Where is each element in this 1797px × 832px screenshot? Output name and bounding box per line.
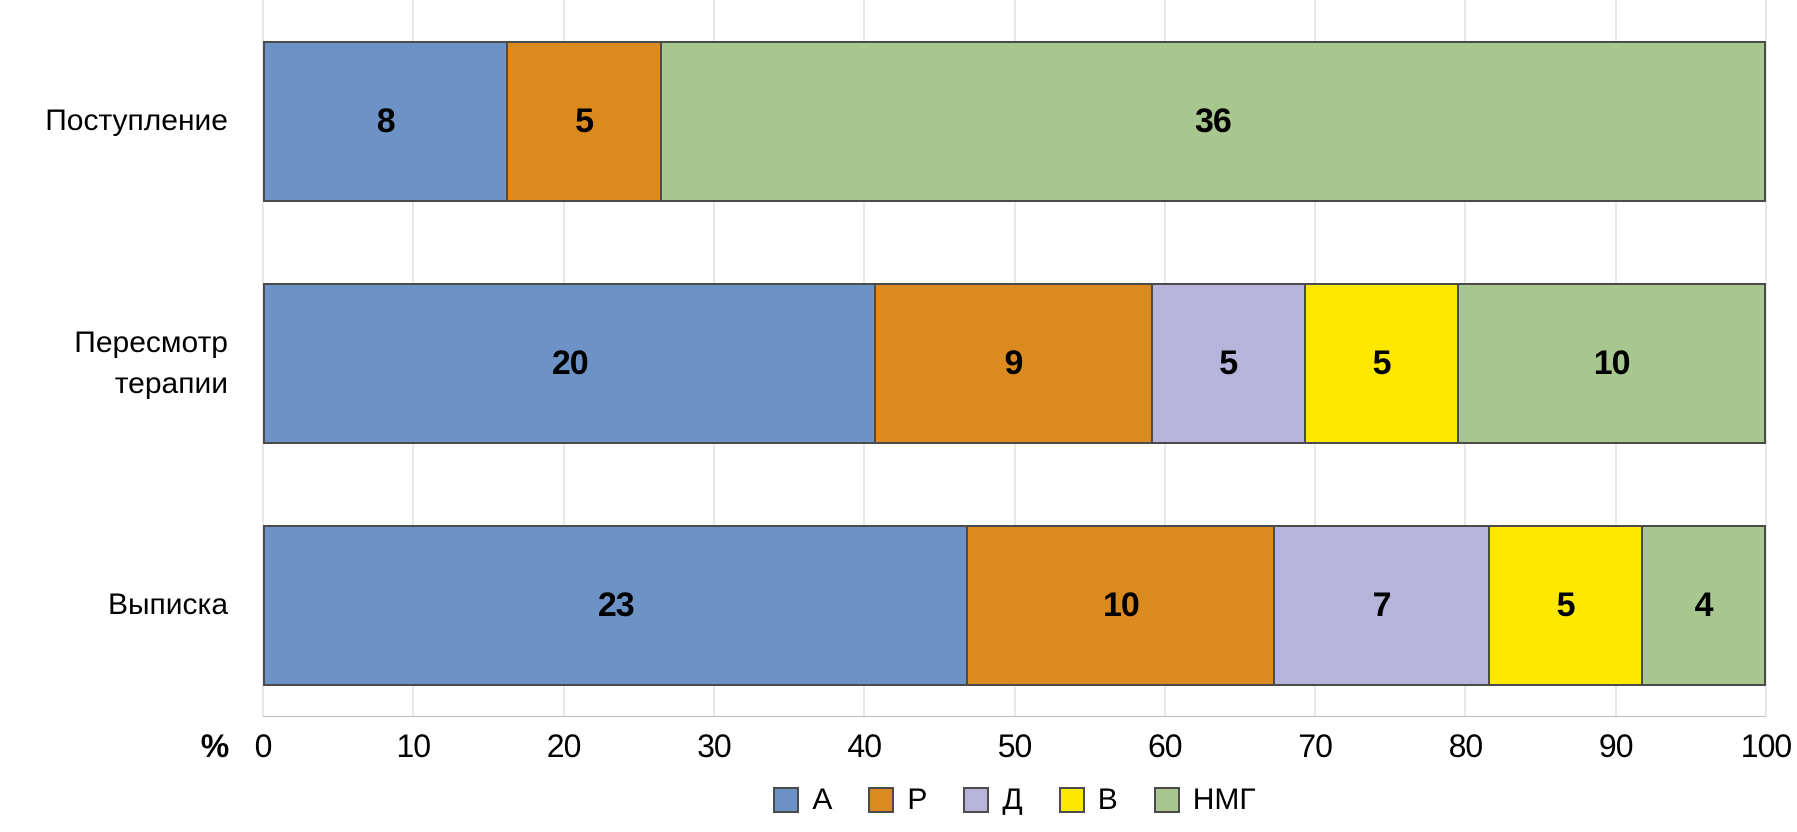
bar-value-label: 36 <box>1194 102 1232 140</box>
bar-segment-Р: 10 <box>968 525 1276 686</box>
bar-value-label: 5 <box>1556 586 1576 624</box>
bar-value-label: 20 <box>551 344 589 382</box>
bar-row-1: 20 9 5 5 10 <box>263 283 1766 444</box>
x-axis-tick-label: 50 <box>997 728 1033 764</box>
x-axis-tick-label: 60 <box>1148 728 1183 764</box>
bar-segment-НМГ: 10 <box>1459 283 1766 444</box>
bar-row-0: 8 5 36 <box>263 41 1766 202</box>
bar-value-label: 8 <box>376 102 396 140</box>
x-axis-tick-label: 90 <box>1598 728 1634 764</box>
bar-value-label: 9 <box>1004 344 1024 382</box>
legend-swatch-icon <box>773 787 800 813</box>
legend-item-В: В <box>1058 783 1118 817</box>
bar-segment-Р: 9 <box>876 283 1153 444</box>
x-axis-tick-label: 100 <box>1740 728 1792 764</box>
bar-value-label: 7 <box>1372 586 1392 624</box>
bar-row-2: 23 10 7 5 4 <box>263 525 1766 686</box>
bar-value-label: 5 <box>1372 344 1392 382</box>
bar-segment-НМГ: 4 <box>1643 525 1766 686</box>
x-axis-tick-label: 10 <box>396 728 432 764</box>
x-axis-tick-label: 40 <box>847 728 882 764</box>
bar-segment-Д: 7 <box>1275 525 1490 686</box>
bar-value-label: 10 <box>1102 586 1140 624</box>
plot-area: 8 5 36 20 9 5 5 10 23 10 7 5 4 <box>262 0 1767 717</box>
bar-value-label: 23 <box>597 586 635 624</box>
bar-value-label: 4 <box>1694 586 1714 624</box>
legend-label: НМГ <box>1192 783 1256 816</box>
legend-swatch-icon <box>963 787 990 813</box>
gridline <box>1765 0 1767 716</box>
x-axis-tick-label: 0 <box>254 728 273 764</box>
bar-value-label: 10 <box>1593 344 1631 382</box>
bar-segment-В: 5 <box>1305 283 1460 444</box>
legend-label: А <box>812 783 833 816</box>
category-label: Пересмотр терапии <box>74 326 228 400</box>
legend-swatch-icon <box>868 787 895 813</box>
legend-label: Д <box>1002 783 1023 816</box>
bar-value-label: 5 <box>1219 344 1238 382</box>
legend-label: Р <box>907 783 928 816</box>
bar-segment-Д: 5 <box>1152 283 1306 444</box>
legend-swatch-icon <box>1153 787 1180 813</box>
bar-value-label: 5 <box>575 102 594 140</box>
bar-segment-А: 23 <box>263 525 969 686</box>
x-axis-tick-label: 80 <box>1448 728 1484 764</box>
legend-swatch-icon <box>1058 787 1085 813</box>
legend-item-А: А <box>773 783 832 817</box>
legend-item-Д: Д <box>963 783 1023 817</box>
x-axis-tick-label: 70 <box>1298 728 1333 764</box>
bar-segment-А: 20 <box>263 283 877 444</box>
legend-item-НМГ: НМГ <box>1153 783 1256 817</box>
x-axis-tick-label: 30 <box>697 728 732 764</box>
bar-segment-НМГ: 36 <box>661 41 1766 202</box>
legend-item-Р: Р <box>868 783 927 817</box>
x-axis-tick-label: 20 <box>546 728 582 764</box>
legend: А Р Д В НМГ <box>263 783 1766 817</box>
bar-segment-Р: 5 <box>508 41 662 202</box>
bar-segment-В: 5 <box>1489 525 1644 686</box>
category-label: Выписка <box>107 588 228 622</box>
bar-segment-А: 8 <box>263 41 509 202</box>
legend-label: В <box>1097 783 1118 816</box>
x-axis-unit-label: % <box>200 728 230 764</box>
category-label: Поступление <box>45 104 228 138</box>
